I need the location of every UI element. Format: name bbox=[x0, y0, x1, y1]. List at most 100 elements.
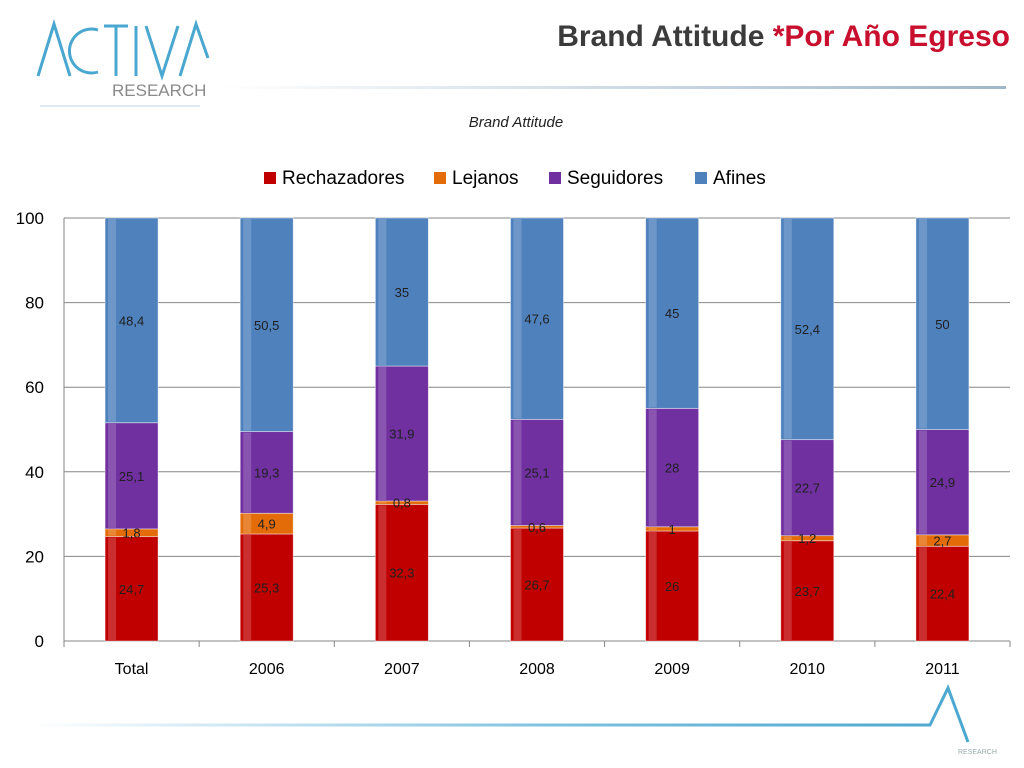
bar-segment-seguidores-2009 bbox=[645, 407, 700, 528]
data-label-lejanos-2006: 4,9 bbox=[258, 517, 276, 532]
bar-segment-seguidores-2008 bbox=[510, 418, 564, 526]
footer-decoration: RESEARCH bbox=[30, 684, 997, 756]
y-tick-label: 20 bbox=[25, 547, 44, 566]
legend-label-afines: Afines bbox=[713, 168, 766, 189]
activa-research-logo: RESEARCH bbox=[36, 18, 210, 107]
bar-highlight bbox=[918, 547, 927, 640]
bar-segment-afines-2010 bbox=[780, 217, 835, 441]
bar-highlight bbox=[648, 532, 657, 640]
data-label-seguidores-2009: 28 bbox=[665, 461, 679, 476]
bar-highlight bbox=[513, 526, 522, 528]
bar-highlight bbox=[918, 219, 927, 429]
footer-logo-subtitle: RESEARCH bbox=[958, 749, 997, 756]
chart-data-labels: 24,7 1,8 25,1 48,4 25,3 4,9 19,3 50,5 32,3 0,8 31,… bbox=[119, 285, 955, 602]
bar-highlight bbox=[243, 534, 252, 640]
bar-highlight bbox=[783, 219, 792, 439]
bar-segment-afines-2011 bbox=[915, 217, 970, 430]
data-label-lejanos-total: 1,8 bbox=[123, 526, 141, 541]
bar-highlight bbox=[783, 541, 792, 640]
data-label-rechazadores-2007: 32,3 bbox=[389, 566, 414, 581]
data-label-seguidores-2007: 31,9 bbox=[389, 427, 414, 442]
bar-segment-afines-2006 bbox=[239, 217, 294, 433]
bar-segment-rechazadores-2007 bbox=[374, 503, 429, 642]
y-tick-label: 80 bbox=[25, 294, 44, 313]
bar-highlight bbox=[918, 430, 927, 534]
legend-label-rechazadores: Rechazadores bbox=[282, 168, 405, 189]
x-tick-label: 2008 bbox=[519, 661, 555, 678]
bar-highlight bbox=[108, 423, 117, 528]
y-tick-label: 100 bbox=[16, 209, 44, 228]
y-tick-label: 60 bbox=[25, 378, 44, 397]
bar-highlight bbox=[513, 529, 522, 640]
bar-highlight bbox=[108, 537, 117, 640]
bar-segment-afines-2009 bbox=[645, 217, 700, 409]
chart-bars bbox=[104, 217, 970, 642]
bar-highlight bbox=[918, 535, 927, 546]
bar-highlight bbox=[648, 527, 657, 531]
bar-highlight bbox=[243, 514, 252, 533]
data-label-lejanos-2010: 1,2 bbox=[798, 531, 816, 546]
logo-subtitle: RESEARCH bbox=[112, 81, 206, 100]
x-tick-label: 2011 bbox=[925, 661, 960, 678]
title-accent: *Por Año Egreso bbox=[772, 20, 1010, 53]
data-label-afines-2007: 35 bbox=[395, 285, 409, 300]
bar-segment-rechazadores-total bbox=[104, 536, 159, 642]
data-label-rechazadores-2006: 25,3 bbox=[254, 580, 279, 595]
data-label-lejanos-2008: 0,6 bbox=[528, 520, 546, 535]
legend-label-seguidores: Seguidores bbox=[567, 168, 663, 189]
y-tick-label: 40 bbox=[25, 463, 44, 482]
bar-highlight bbox=[513, 420, 522, 525]
bar-highlight bbox=[783, 440, 792, 535]
title-main: Brand Attitude bbox=[557, 20, 773, 53]
bar-highlight bbox=[513, 219, 522, 419]
title-divider bbox=[220, 86, 1006, 89]
bar-segment-rechazadores-2006 bbox=[239, 533, 294, 642]
bar-segment-afines-2007 bbox=[374, 217, 429, 367]
bar-highlight bbox=[378, 219, 387, 366]
bar-segment-seguidores-2007 bbox=[374, 365, 429, 502]
x-tick-label: 2006 bbox=[249, 661, 285, 678]
bar-highlight bbox=[378, 501, 387, 504]
bar-segment-seguidores-2010 bbox=[780, 439, 835, 537]
bar-highlight bbox=[108, 219, 117, 422]
x-tick-label: 2009 bbox=[654, 661, 690, 678]
bar-highlight bbox=[378, 367, 387, 500]
data-label-seguidores-2010: 22,7 bbox=[795, 481, 820, 496]
chart-axes: 0 20 40 60 80 100 Total 2006 2007 2008 2009 2010 201… bbox=[16, 209, 1011, 678]
data-label-afines-total: 48,4 bbox=[119, 313, 144, 328]
data-label-rechazadores-2008: 26,7 bbox=[524, 578, 549, 593]
bar-highlight bbox=[648, 409, 657, 526]
data-label-seguidores-2006: 19,3 bbox=[254, 465, 279, 480]
chart-legend: Rechazadores Lejanos Seguidores Afines bbox=[264, 168, 766, 189]
page-title: Brand Attitude *Por Año Egreso bbox=[557, 20, 1010, 54]
data-label-afines-2010: 52,4 bbox=[795, 322, 820, 337]
legend-swatch-lejanos bbox=[434, 172, 446, 184]
bar-segment-rechazadores-2010 bbox=[780, 540, 835, 642]
data-label-lejanos-2009: 1 bbox=[669, 522, 676, 537]
stacked-bar-chart: Brand Attitude Rechazadores Lejanos Seguid… bbox=[16, 114, 1011, 678]
bar-highlight bbox=[378, 505, 387, 640]
bar-highlight bbox=[783, 536, 792, 540]
legend-swatch-rechazadores bbox=[264, 172, 276, 184]
data-label-rechazadores-2010: 23,7 bbox=[795, 584, 820, 599]
legend-label-lejanos: Lejanos bbox=[452, 168, 519, 189]
data-label-seguidores-total: 25,1 bbox=[119, 469, 144, 484]
x-tick-label: 2007 bbox=[384, 661, 420, 678]
x-tick-label: Total bbox=[115, 661, 149, 678]
chart-title: Brand Attitude bbox=[469, 114, 564, 131]
data-label-lejanos-2007: 0,8 bbox=[393, 496, 411, 511]
bar-highlight bbox=[108, 529, 117, 536]
data-label-afines-2006: 50,5 bbox=[254, 318, 279, 333]
data-label-seguidores-2011: 24,9 bbox=[930, 475, 955, 490]
bar-segment-seguidores-2006 bbox=[239, 431, 294, 514]
data-label-afines-2009: 45 bbox=[665, 306, 679, 321]
bar-segment-rechazadores-2009 bbox=[645, 530, 700, 642]
data-label-lejanos-2011: 2,7 bbox=[933, 534, 951, 549]
data-label-seguidores-2008: 25,1 bbox=[524, 465, 549, 480]
legend-swatch-seguidores bbox=[549, 172, 561, 184]
bar-segment-rechazadores-2011 bbox=[915, 545, 970, 642]
bar-highlight bbox=[243, 432, 252, 513]
bar-segment-afines-total bbox=[104, 217, 159, 424]
bar-segment-afines-2008 bbox=[510, 217, 564, 420]
legend-swatch-afines bbox=[695, 172, 707, 184]
